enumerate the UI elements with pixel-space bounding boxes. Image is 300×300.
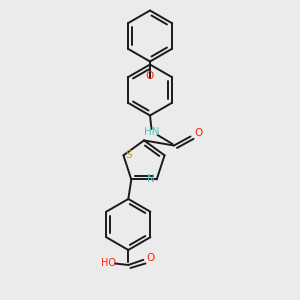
Text: HN: HN	[144, 127, 159, 137]
Text: O: O	[146, 254, 154, 263]
Text: O: O	[146, 71, 154, 82]
Text: O: O	[194, 128, 202, 139]
Text: N: N	[147, 175, 155, 184]
Text: HO: HO	[101, 259, 116, 269]
Text: S: S	[125, 150, 132, 160]
